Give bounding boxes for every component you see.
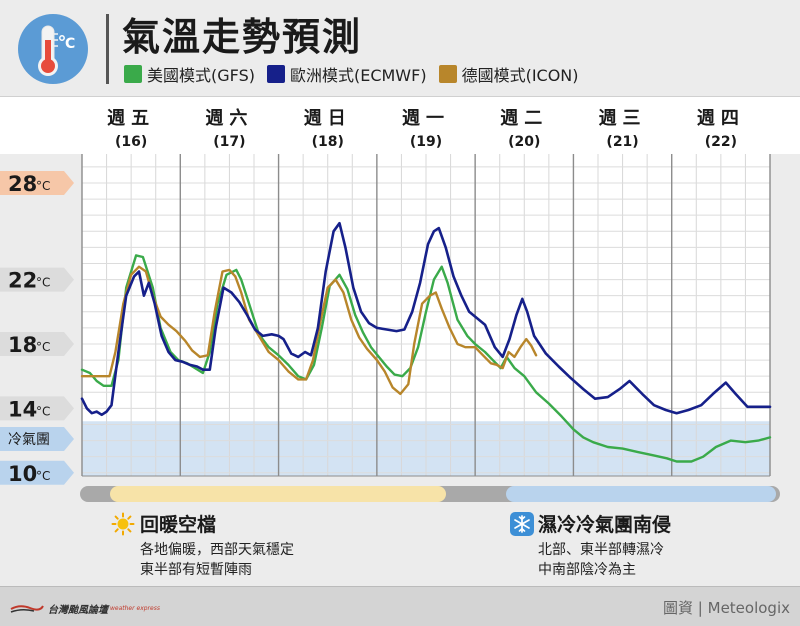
- y-tick-tag: [0, 460, 74, 485]
- warm-phase-line-2: 東半部有短暫陣雨: [140, 562, 252, 578]
- y-tick-unit: °C: [36, 340, 50, 354]
- legend-item: 歐洲模式(ECMWF): [266, 62, 427, 86]
- y-tick-tag: [0, 267, 74, 292]
- cold-phase-line-1: 北部、東半部轉濕冷: [538, 542, 664, 558]
- y-tick-tag: [0, 170, 74, 195]
- svg-text:C: C: [65, 36, 75, 52]
- series-line: [80, 265, 538, 396]
- y-tick-unit: °C: [36, 404, 50, 418]
- day-label: 週五: [107, 108, 155, 129]
- credit-text: 圖資 | Meteologix: [663, 599, 790, 617]
- footer-logo: 台灣颱風論壇 weather express: [10, 597, 160, 619]
- day-label: 週四: [697, 108, 745, 129]
- day-label: 週日: [304, 108, 352, 129]
- legend-label: 美國模式(GFS): [147, 66, 255, 85]
- title-divider: [106, 14, 109, 84]
- temperature-chart: 週五 (16) 週六 (17) 週日 (18) 週一 (19) 週二 (20) 週三 (21) 週四 (2…: [0, 96, 800, 506]
- legend-label: 歐洲模式(ECMWF): [289, 66, 427, 85]
- legend-label: 德國模式(ICON): [461, 66, 579, 85]
- day-label: 週六: [205, 107, 253, 129]
- legend-swatch: [266, 65, 285, 83]
- chart-legend: 美國模式(GFS) 歐洲模式(ECMWF) 德國模式(ICON): [124, 62, 591, 86]
- y-tick-label: 18: [8, 333, 37, 357]
- footer-logo-text: 台灣颱風論壇: [48, 604, 108, 616]
- legend-swatch: [438, 65, 457, 83]
- sun-icon: [111, 512, 135, 536]
- snowflake-icon: [510, 512, 534, 536]
- page-title: 氣溫走勢預測: [122, 15, 363, 59]
- y-tick-label: 28: [8, 172, 37, 196]
- day-date: (19): [410, 134, 442, 150]
- y-tick-label: 14: [8, 397, 37, 421]
- cold-phase-line-2: 中南部陰冷為主: [538, 562, 636, 578]
- day-label: 週二: [500, 108, 548, 129]
- thermometer-celsius-icon: C: [18, 14, 88, 84]
- legend-swatch: [124, 65, 142, 83]
- warm-phase-line-1: 各地偏暖，西部天氣穩定: [140, 542, 294, 558]
- day-date: (21): [606, 134, 638, 150]
- day-date: (16): [115, 134, 147, 150]
- y-tick-label: 冷氣團: [8, 432, 50, 448]
- y-tick-unit: °C: [36, 469, 50, 483]
- day-date: (18): [312, 134, 344, 150]
- cold-phase-title: 濕冷冷氣團南侵: [538, 514, 672, 536]
- footer: 台灣颱風論壇 weather express 圖資 | Meteologix: [0, 586, 800, 626]
- y-tick-tag: [0, 331, 74, 356]
- typhoon-logo-icon: [10, 605, 44, 613]
- header: C 氣溫走勢預測 美國模式(GFS) 歐洲模式(ECMWF) 德國模式(ICON): [0, 0, 800, 96]
- y-tick-unit: °C: [36, 179, 50, 193]
- day-header-band: [0, 96, 800, 154]
- day-label: 週一: [402, 108, 450, 129]
- y-tick-tag: [0, 396, 74, 421]
- y-tick-label: 10: [8, 462, 37, 486]
- series-line: [80, 221, 772, 417]
- warm-phase-title: 回暖空檔: [140, 514, 217, 536]
- footer-logo-sub: weather express: [110, 604, 160, 612]
- legend-item: 德國模式(ICON): [438, 62, 579, 86]
- day-date: (17): [213, 134, 245, 150]
- y-tick-unit: °C: [36, 276, 50, 290]
- day-label: 週三: [599, 108, 647, 129]
- day-date: (20): [508, 134, 540, 150]
- y-tick-tag: [0, 426, 74, 451]
- y-tick-label: 22: [8, 269, 37, 293]
- day-date: (22): [705, 134, 737, 150]
- legend-item: 美國模式(GFS): [124, 62, 255, 86]
